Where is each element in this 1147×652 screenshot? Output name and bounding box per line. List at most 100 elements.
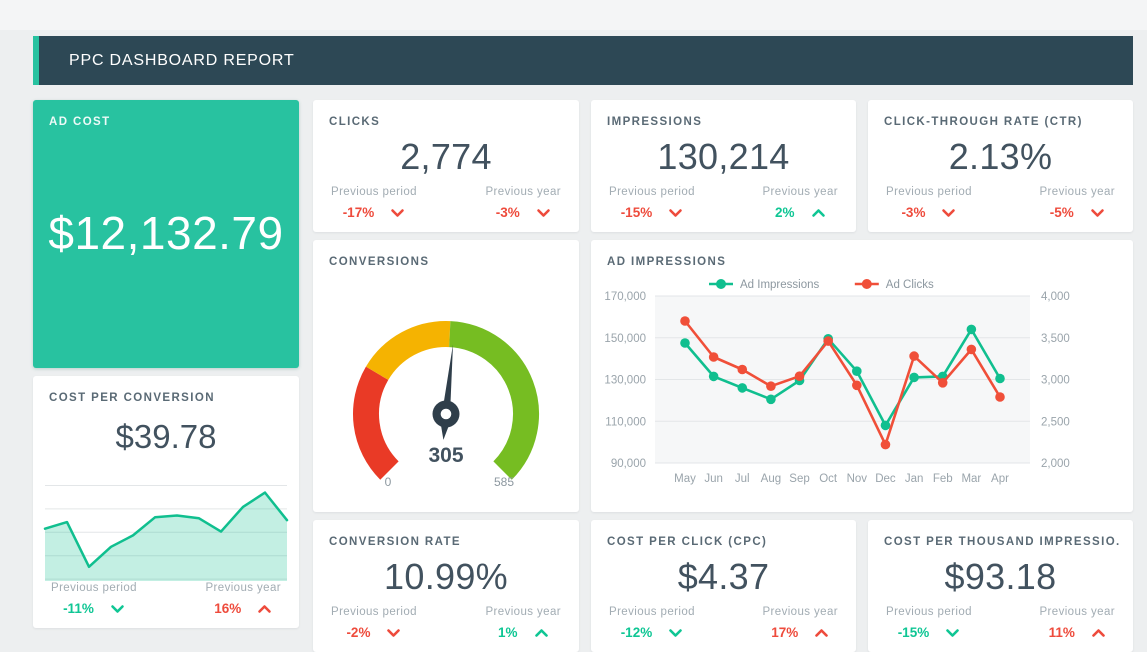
cpc-value: $4.37 [677, 556, 770, 597]
card-title: AD IMPRESSIONS [607, 256, 727, 268]
card-title: COST PER CONVERSION [49, 392, 215, 404]
trend-value: -5% [1050, 205, 1105, 220]
ctr-value: 2.13% [948, 136, 1053, 177]
gauge-svg: 305 0 585 [353, 321, 539, 489]
report-header: PPC DASHBOARD REPORT [33, 36, 1133, 85]
svg-text:Oct: Oct [819, 473, 838, 485]
prev-period-compare: Previous period -3% [886, 186, 972, 220]
prev-year-compare: Previous year -3% [485, 186, 561, 220]
page-title: PPC DASHBOARD REPORT [69, 51, 295, 69]
ad-impressions-line-chart: 170,000 4,000 150,000 3,500 130,000 3,000 110,… [591, 240, 1133, 512]
trend-value: 1% [498, 625, 549, 640]
svg-text:Feb: Feb [933, 473, 953, 485]
prev-period-compare: Previous period -2% [331, 606, 417, 640]
impressions-value: 130,214 [657, 136, 790, 177]
chevron-down-icon [669, 208, 683, 217]
svg-text:4,000: 4,000 [1041, 291, 1070, 303]
svg-text:110,000: 110,000 [605, 416, 646, 428]
prev-period-label: Previous period [886, 606, 972, 618]
card-cost-per-conversion[interactable]: COST PER CONVERSION $39.78 Previous peri… [33, 376, 299, 628]
card-title: AD COST [49, 116, 111, 128]
compare-row: Previous period -2% Previous year 1% [331, 606, 561, 640]
svg-text:Mar: Mar [961, 473, 981, 485]
svg-text:Jan: Jan [905, 473, 924, 485]
card-impressions[interactable]: IMPRESSIONS 130,214 Previous period -15%… [591, 100, 856, 232]
conversions-gauge: 305 0 585 [321, 276, 571, 491]
prev-year-compare: Previous year 16% [205, 582, 281, 616]
card-conversion-rate[interactable]: CONVERSION RATE 10.99% Previous period -… [313, 520, 579, 652]
svg-text:130,000: 130,000 [604, 375, 646, 387]
chevron-up-icon [815, 628, 829, 637]
chevron-down-icon [1090, 208, 1104, 217]
svg-text:170,000: 170,000 [604, 291, 646, 303]
prev-year-label: Previous year [1039, 186, 1115, 198]
chevron-down-icon [391, 208, 405, 217]
svg-text:Jul: Jul [735, 473, 750, 485]
chevron-down-icon [942, 208, 956, 217]
svg-text:0: 0 [385, 475, 392, 489]
svg-text:Ad Clicks: Ad Clicks [886, 279, 934, 291]
prev-year-label: Previous year [485, 186, 561, 198]
prev-period-label: Previous period [331, 186, 417, 198]
compare-row: Previous period -11% Previous year 16% [51, 582, 281, 616]
trend-value: 16% [214, 601, 272, 616]
svg-text:2,000: 2,000 [1041, 458, 1070, 470]
chevron-down-icon [669, 628, 683, 637]
prev-year-label: Previous year [762, 606, 838, 618]
svg-text:Aug: Aug [761, 473, 781, 485]
trend-value: 17% [771, 625, 829, 640]
prev-year-compare: Previous year 17% [762, 606, 838, 640]
card-title: CLICK-THROUGH RATE (CTR) [884, 116, 1083, 128]
card-title: COST PER CLICK (CPC) [607, 536, 768, 548]
prev-period-label: Previous period [886, 186, 972, 198]
trend-value: -12% [621, 625, 684, 640]
chevron-up-icon [258, 604, 272, 613]
card-cpc[interactable]: COST PER CLICK (CPC) $4.37 Previous peri… [591, 520, 856, 652]
svg-text:Nov: Nov [847, 473, 868, 485]
svg-text:Dec: Dec [875, 473, 896, 485]
cost-per-conversion-sparkline [41, 481, 291, 591]
chevron-up-icon [811, 208, 825, 217]
trend-value: -2% [346, 625, 401, 640]
chevron-down-icon [536, 208, 550, 217]
trend-value: 2% [775, 205, 826, 220]
compare-row: Previous period -3% Previous year -5% [886, 186, 1115, 220]
cost-per-conversion-value: $39.78 [115, 418, 217, 455]
prev-period-compare: Previous period -17% [331, 186, 417, 220]
page-top-band [0, 0, 1147, 30]
compare-row: Previous period -15% Previous year 2% [609, 186, 838, 220]
svg-text:2,500: 2,500 [1041, 416, 1070, 428]
chevron-down-icon [946, 628, 960, 637]
card-ctr[interactable]: CLICK-THROUGH RATE (CTR) 2.13% Previous … [868, 100, 1133, 232]
cpm-value: $93.18 [944, 556, 1057, 597]
trend-value: -17% [343, 205, 406, 220]
card-ad-impressions-chart[interactable]: 170,000 4,000 150,000 3,500 130,000 3,000 110,… [591, 240, 1133, 512]
svg-text:90,000: 90,000 [611, 458, 646, 470]
compare-row: Previous period -17% Previous year -3% [331, 186, 561, 220]
legend-item-ad-clicks[interactable]: Ad Clicks [854, 279, 934, 291]
chevron-up-icon [1092, 628, 1105, 637]
card-clicks[interactable]: CLICKS 2,774 Previous period -17% Previo… [313, 100, 579, 232]
prev-period-compare: Previous period -11% [51, 582, 137, 616]
chevron-down-icon [111, 604, 124, 613]
prev-year-label: Previous year [485, 606, 561, 618]
svg-text:Apr: Apr [991, 473, 1009, 485]
prev-period-compare: Previous period -15% [609, 186, 695, 220]
prev-year-compare: Previous year 1% [485, 606, 561, 640]
prev-period-label: Previous period [331, 606, 417, 618]
clicks-value: 2,774 [400, 136, 492, 177]
compare-row: Previous period -15% Previous year 11% [886, 606, 1115, 640]
trend-value: -15% [621, 205, 684, 220]
prev-period-label: Previous period [609, 186, 695, 198]
svg-text:305: 305 [428, 444, 463, 467]
card-title: CONVERSIONS [329, 256, 430, 268]
legend-item-ad-impressions[interactable]: Ad Impressions [709, 279, 820, 291]
card-ad-cost[interactable]: AD COST $12,132.79 [33, 100, 299, 368]
trend-value: -3% [496, 205, 551, 220]
card-title: CONVERSION RATE [329, 536, 461, 548]
card-title: IMPRESSIONS [607, 116, 703, 128]
prev-period-compare: Previous period -15% [886, 606, 972, 640]
svg-text:Ad Impressions: Ad Impressions [740, 279, 820, 291]
card-conversions[interactable]: CONVERSIONS 305 0 585 [313, 240, 579, 512]
card-cpm[interactable]: COST PER THOUSAND IMPRESSIO... $93.18 Pr… [868, 520, 1133, 652]
